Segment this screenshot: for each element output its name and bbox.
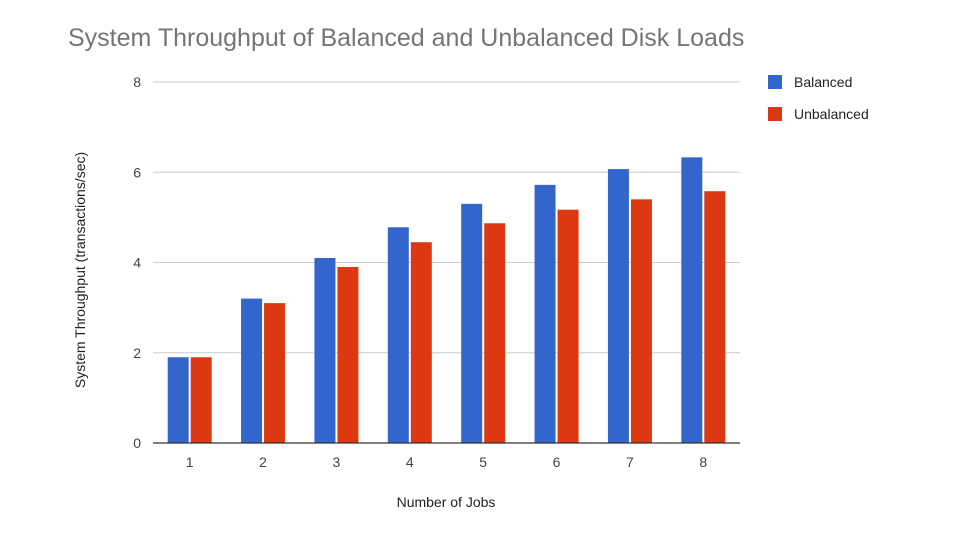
bar-balanced-3	[314, 257, 336, 443]
legend-item-balanced[interactable]: Balanced	[768, 72, 869, 92]
y-tick-label: 8	[133, 74, 141, 90]
bar-unbalanced-3	[337, 267, 359, 443]
x-tick-label: 7	[626, 454, 634, 470]
bar-balanced-6	[534, 184, 556, 443]
x-axis-label: Number of Jobs	[396, 494, 496, 510]
bar-balanced-4	[387, 227, 409, 443]
x-tick-label: 6	[553, 454, 561, 470]
bar-unbalanced-6	[557, 209, 579, 443]
x-tick-label: 8	[699, 454, 707, 470]
bar-unbalanced-5	[484, 223, 506, 443]
bar-balanced-7	[607, 169, 629, 443]
x-tick-label: 1	[186, 454, 194, 470]
x-tick-label: 2	[259, 454, 267, 470]
legend: Balanced Unbalanced	[768, 72, 869, 136]
bar-unbalanced-7	[630, 199, 652, 443]
legend-label-balanced: Balanced	[794, 74, 853, 90]
legend-swatch-unbalanced	[768, 107, 782, 121]
bar-unbalanced-1	[190, 357, 212, 443]
legend-label-unbalanced: Unbalanced	[794, 106, 869, 122]
y-tick-label: 0	[133, 435, 141, 451]
y-tick-label: 4	[133, 255, 141, 271]
bar-unbalanced-4	[410, 242, 432, 443]
x-tick-label: 4	[406, 454, 414, 470]
bar-balanced-5	[461, 203, 483, 443]
legend-swatch-balanced	[768, 75, 782, 89]
y-tick-label: 6	[133, 164, 141, 180]
bar-balanced-2	[241, 298, 263, 443]
legend-item-unbalanced[interactable]: Unbalanced	[768, 104, 869, 124]
y-tick-label: 2	[133, 345, 141, 361]
bar-unbalanced-2	[264, 303, 286, 443]
x-tick-label: 5	[479, 454, 487, 470]
bar-unbalanced-8	[704, 191, 726, 443]
bar-balanced-1	[167, 357, 189, 443]
chart-title: System Throughput of Balanced and Unbala…	[68, 24, 745, 52]
bar-balanced-8	[681, 157, 703, 443]
x-tick-label: 3	[333, 454, 341, 470]
